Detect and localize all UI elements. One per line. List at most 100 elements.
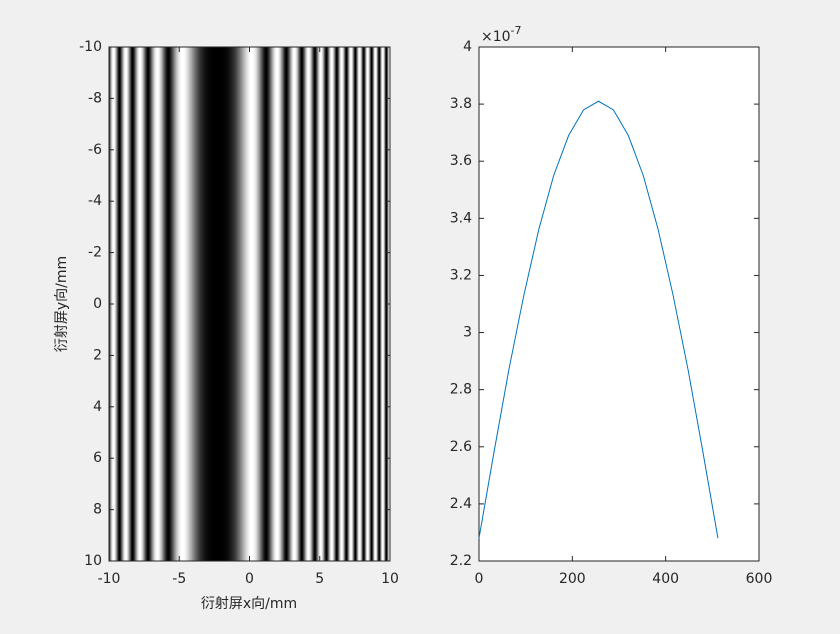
fringe-column [123, 47, 125, 561]
fringe-column [139, 47, 141, 561]
fringe-column [194, 47, 196, 561]
fringe-column [354, 47, 356, 561]
fringe-column [193, 47, 195, 561]
fringe-column [171, 47, 173, 561]
fringe-column [307, 47, 309, 561]
fringe-column [233, 47, 235, 561]
fringe-column [156, 47, 158, 561]
fringe-column [299, 47, 301, 561]
y-tick-label: 2 [93, 347, 102, 363]
fringe-column [245, 47, 247, 561]
fringe-column [131, 47, 133, 561]
fringe-column [290, 47, 292, 561]
fringe-column [121, 47, 123, 561]
fringe-column [205, 47, 207, 561]
fringe-column [175, 47, 177, 561]
fringe-column [258, 47, 260, 561]
fringe-column [203, 47, 205, 561]
fringe-image [109, 47, 390, 561]
fringe-column [190, 47, 192, 561]
y-multiplier: ×10-7 [481, 24, 522, 45]
x-tick-label: 5 [315, 571, 324, 587]
fringe-column [332, 47, 334, 561]
fringe-column [145, 47, 147, 561]
fringe-column [152, 47, 154, 561]
fringe-column [325, 47, 327, 561]
fringe-column [264, 47, 266, 561]
fringe-column [178, 47, 180, 561]
y-tick-label: 2.8 [450, 382, 472, 398]
fringe-column [185, 47, 187, 561]
fringe-column [256, 47, 258, 561]
fringe-column [144, 47, 146, 561]
fringe-column [341, 47, 343, 561]
fringe-column [373, 47, 375, 561]
fringe-column [350, 47, 352, 561]
fringe-column [265, 47, 267, 561]
fringe-column [166, 47, 168, 561]
fringe-column [289, 47, 291, 561]
fringe-column [310, 47, 312, 561]
fringe-column [246, 47, 248, 561]
fringe-column [279, 47, 281, 561]
fringe-column [168, 47, 170, 561]
fringe-column [141, 47, 143, 561]
fringe-column [342, 47, 344, 561]
y-tick-label: 10 [84, 553, 102, 569]
fringe-column [250, 47, 252, 561]
fringe-column [196, 47, 198, 561]
fringe-column [361, 47, 363, 561]
fringe-column [247, 47, 249, 561]
y-axis-label: 衍射屏y向/mm [54, 256, 70, 352]
fringe-column [304, 47, 306, 561]
fringe-column [311, 47, 313, 561]
fringe-column [153, 47, 155, 561]
fringe-column [163, 47, 165, 561]
fringe-column [202, 47, 204, 561]
fringe-column [338, 47, 340, 561]
fringe-column [249, 47, 251, 561]
fringe-column [334, 47, 336, 561]
fringe-column [151, 47, 153, 561]
fringe-column [127, 47, 129, 561]
fringe-column [362, 47, 364, 561]
fringe-column [280, 47, 282, 561]
fringe-column [254, 47, 256, 561]
fringe-column [272, 47, 274, 561]
fringe-column [183, 47, 185, 561]
fringe-column [329, 47, 331, 561]
fringe-column [328, 47, 330, 561]
fringe-column [261, 47, 263, 561]
fringe-column [146, 47, 148, 561]
fringe-column [320, 47, 322, 561]
fringe-column [130, 47, 132, 561]
fringe-column [133, 47, 135, 561]
fringe-column [221, 47, 223, 561]
fringe-column [351, 47, 353, 561]
fringe-column [118, 47, 120, 561]
fringe-column [119, 47, 121, 561]
y-tick-label: 3.6 [450, 153, 472, 169]
fringe-column [278, 47, 280, 561]
fringe-column [214, 47, 216, 561]
fringe-column [297, 47, 299, 561]
fringe-column [155, 47, 157, 561]
fringe-column [357, 47, 359, 561]
fringe-column [276, 47, 278, 561]
fringe-column [215, 47, 217, 561]
fringe-column [231, 47, 233, 561]
y-tick-label: 3.2 [450, 267, 472, 283]
fringe-column [162, 47, 164, 561]
fringe-column [161, 47, 163, 561]
fringe-column [208, 47, 210, 561]
fringe-column [281, 47, 283, 561]
fringe-column [336, 47, 338, 561]
fringe-column [222, 47, 224, 561]
fringe-column [236, 47, 238, 561]
fringe-column [374, 47, 376, 561]
fringe-column [234, 47, 236, 561]
fringe-column [335, 47, 337, 561]
fringe-column [188, 47, 190, 561]
fringe-column [367, 47, 369, 561]
fringe-column [134, 47, 136, 561]
